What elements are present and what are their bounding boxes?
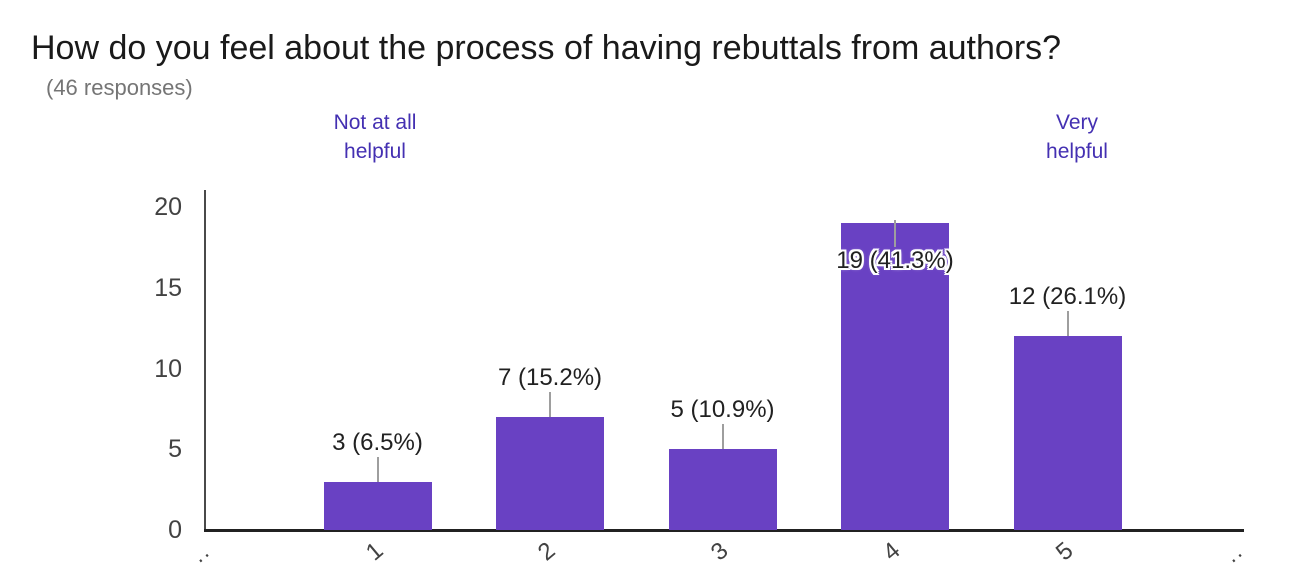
x-tick-label: 3: [705, 536, 733, 567]
bar-value-label: 19 (41.3%): [836, 247, 954, 275]
x-tick-label: 4: [877, 536, 906, 567]
value-label-connector: [549, 391, 551, 417]
bar: [841, 223, 949, 530]
scale-label-high-line1: Very: [1055, 111, 1099, 134]
question-title: How do you feel about the process of hav…: [31, 29, 1062, 67]
y-tick-label: 5: [168, 435, 182, 464]
y-tick-label: 15: [154, 273, 182, 302]
value-label-connector: [1066, 311, 1069, 337]
y-axis-line: [204, 190, 206, 531]
bar-value-label: 5 (10.9%): [670, 396, 775, 424]
scale-label-low: Not at all helpful: [275, 108, 475, 166]
value-label-connector: [376, 456, 379, 482]
bar-value-label: 7 (15.2%): [497, 363, 603, 391]
response-count: (46 responses): [46, 75, 193, 100]
y-tick-label: 20: [154, 193, 182, 221]
x-edge-mark-left: ..: [186, 537, 215, 568]
bar: [1013, 336, 1122, 530]
x-axis-line: [204, 529, 1244, 532]
scale-label-high-line2: helpful: [1046, 140, 1108, 163]
x-tick-label: 1: [360, 536, 388, 567]
bar: [323, 481, 432, 530]
bar-value-label: 3 (6.5%): [332, 428, 423, 456]
value-label-connector: [721, 424, 724, 450]
y-tick-label: 10: [154, 354, 182, 383]
scale-label-low-line1: Not at all: [333, 111, 417, 134]
x-tick-label: 5: [1050, 536, 1078, 567]
x-edge-mark-right: ..: [1219, 537, 1248, 568]
y-tick-label: 0: [168, 516, 182, 544]
value-label-connector: [894, 220, 896, 248]
bar: [668, 449, 777, 530]
x-tick-label: 2: [532, 536, 561, 567]
scale-label-low-line2: helpful: [344, 140, 406, 163]
bar-value-label: 12 (26.1%): [1008, 283, 1127, 311]
bar: [496, 416, 604, 530]
scale-label-high: Very helpful: [977, 108, 1177, 166]
